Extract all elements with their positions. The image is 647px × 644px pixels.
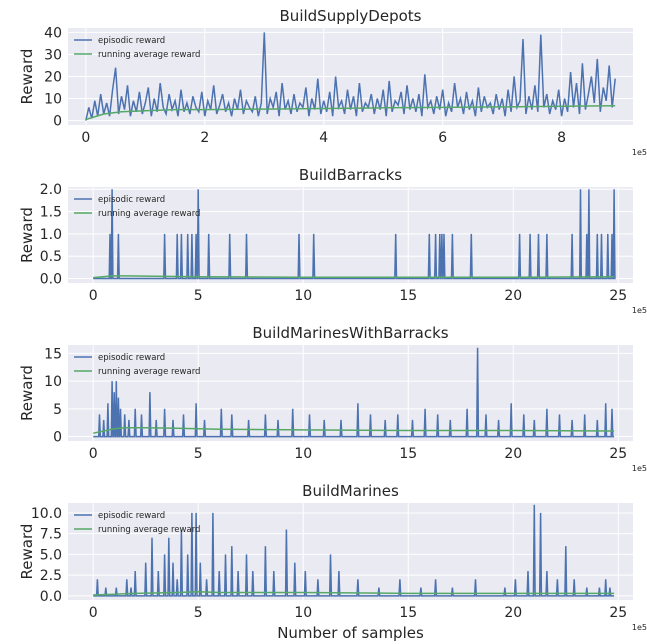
subplot-1: 0 2 4 6 8 0 10 20 30 40 1e5 BuildSupplyDepots Reward… (18, 7, 647, 157)
x-offset-text: 1e5 (632, 148, 647, 157)
x-tick-label: 5 (194, 288, 203, 304)
y-axis-label: Reward (18, 365, 36, 421)
legend-label: episodic reward (98, 511, 165, 521)
x-tick-label: 0 (89, 605, 98, 621)
legend-label: running average reward (98, 50, 200, 60)
y-tick-label: 5.0 (40, 547, 62, 563)
y-tick-label: 5 (53, 402, 62, 418)
x-tick-label: 10 (294, 288, 312, 304)
y-tick-label: 7.5 (40, 527, 62, 543)
y-tick-label: 30 (44, 47, 62, 63)
x-tick-label: 4 (319, 130, 328, 146)
x-tick-label: 20 (504, 446, 522, 462)
y-tick-label: 15 (44, 346, 62, 362)
legend-label: episodic reward (98, 36, 165, 46)
chart-title: BuildMarinesWithBarracks (252, 324, 448, 342)
x-tick-label: 2 (200, 130, 209, 146)
subplot-4: 0 5 10 15 20 25 0.0 2.5 5.0 7.5 10.0 1e5 BuildMarine… (18, 482, 647, 642)
y-tick-label: 20 (44, 70, 62, 86)
y-tick-label: 0 (53, 114, 62, 130)
x-tick-label: 0 (81, 130, 90, 146)
x-tick-label: 20 (504, 288, 522, 304)
legend-label: running average reward (98, 525, 200, 535)
subplot-2: 0 5 10 15 20 25 0.0 0.5 1.0 1.5 2.0 1e5 BuildBarrack… (18, 166, 647, 315)
x-tick-label: 25 (609, 605, 627, 621)
legend-label: running average reward (98, 367, 200, 377)
x-tick-label: 6 (438, 130, 447, 146)
x-tick-label: 25 (609, 446, 627, 462)
y-tick-label: 1.5 (40, 205, 62, 221)
y-axis-label: Reward (18, 524, 36, 580)
chart-title: BuildBarracks (299, 166, 402, 184)
x-offset-text: 1e5 (632, 306, 647, 315)
legend-label: running average reward (98, 209, 200, 219)
legend-label: episodic reward (98, 195, 165, 205)
y-tick-label: 40 (44, 25, 62, 41)
subplot-3: 0 5 10 15 20 25 0 5 10 15 1e5 BuildMarinesWithBarra… (18, 324, 647, 473)
x-tick-label: 8 (557, 130, 566, 146)
y-tick-label: 0.0 (40, 589, 62, 605)
y-tick-label: 10 (44, 374, 62, 390)
x-offset-text: 1e5 (632, 464, 647, 473)
x-tick-label: 0 (89, 446, 98, 462)
y-tick-label: 0.5 (40, 249, 62, 265)
chart-title: BuildSupplyDepots (280, 7, 422, 25)
legend-label: episodic reward (98, 353, 165, 363)
x-tick-label: 15 (399, 446, 417, 462)
x-tick-label: 10 (294, 446, 312, 462)
x-tick-label: 25 (609, 288, 627, 304)
y-tick-label: 0 (53, 430, 62, 446)
y-tick-label: 10 (44, 92, 62, 108)
x-tick-label: 15 (399, 288, 417, 304)
y-tick-label: 0.0 (40, 272, 62, 288)
y-tick-label: 2.5 (40, 568, 62, 584)
x-axis-label: Number of samples (277, 624, 424, 642)
y-axis-label: Reward (18, 49, 36, 105)
x-offset-text: 1e5 (632, 623, 647, 632)
y-tick-label: 2.0 (40, 182, 62, 198)
y-axis-label: Reward (18, 207, 36, 263)
x-tick-label: 5 (194, 605, 203, 621)
chart-title: BuildMarines (302, 482, 399, 500)
x-tick-label: 0 (89, 288, 98, 304)
x-tick-label: 20 (504, 605, 522, 621)
x-tick-label: 15 (399, 605, 417, 621)
y-tick-label: 1.0 (40, 227, 62, 243)
x-tick-label: 5 (194, 446, 203, 462)
x-tick-label: 10 (294, 605, 312, 621)
y-tick-label: 10.0 (31, 506, 62, 522)
